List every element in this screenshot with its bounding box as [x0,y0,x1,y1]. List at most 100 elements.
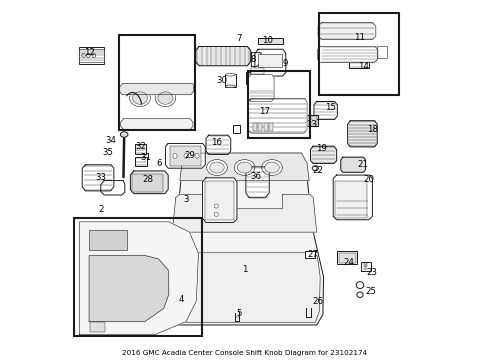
FancyBboxPatch shape [303,116,316,125]
Ellipse shape [248,76,252,78]
Text: 27: 27 [307,250,318,259]
Text: 31: 31 [140,153,151,162]
Text: 3: 3 [183,195,188,204]
Text: 6: 6 [157,159,162,168]
Text: 24: 24 [343,258,354,267]
Text: 10: 10 [262,36,272,45]
Polygon shape [180,153,308,181]
Ellipse shape [195,153,199,158]
FancyBboxPatch shape [360,262,370,271]
Text: 25: 25 [365,288,376,297]
Text: 18: 18 [366,125,377,134]
Text: 36: 36 [250,172,261,181]
Ellipse shape [206,159,227,175]
Text: 8: 8 [250,55,256,64]
FancyBboxPatch shape [305,251,314,258]
FancyBboxPatch shape [258,37,283,44]
Polygon shape [205,135,230,154]
Text: 33: 33 [96,173,106,182]
FancyBboxPatch shape [132,174,163,192]
FancyBboxPatch shape [225,74,235,87]
Ellipse shape [173,153,177,158]
Polygon shape [121,119,193,130]
Polygon shape [82,165,114,191]
Polygon shape [245,167,269,198]
Ellipse shape [209,162,224,173]
Ellipse shape [183,153,188,158]
Text: 35: 35 [102,148,114,157]
FancyBboxPatch shape [338,253,355,263]
Text: 23: 23 [365,268,376,277]
Polygon shape [101,181,124,195]
FancyBboxPatch shape [258,123,262,131]
Polygon shape [247,99,306,133]
FancyBboxPatch shape [169,146,201,166]
Polygon shape [310,146,336,163]
Polygon shape [202,178,237,222]
Ellipse shape [355,282,363,288]
FancyBboxPatch shape [302,115,317,126]
Polygon shape [313,102,337,120]
Ellipse shape [225,73,235,76]
Ellipse shape [307,118,312,122]
Text: 13: 13 [306,120,317,129]
Ellipse shape [214,204,218,208]
Ellipse shape [261,159,282,175]
Ellipse shape [86,53,90,58]
FancyBboxPatch shape [257,54,281,67]
Polygon shape [172,194,316,232]
Ellipse shape [264,162,279,173]
Ellipse shape [129,90,150,107]
Polygon shape [317,22,375,40]
Polygon shape [119,84,193,95]
Ellipse shape [132,92,147,104]
Polygon shape [130,171,168,194]
Polygon shape [89,256,168,321]
FancyBboxPatch shape [79,47,103,64]
Ellipse shape [363,263,366,265]
Ellipse shape [92,53,96,58]
FancyBboxPatch shape [79,49,103,62]
Ellipse shape [237,162,251,173]
Ellipse shape [248,80,252,82]
Text: 34: 34 [105,136,116,145]
Ellipse shape [81,53,85,58]
Polygon shape [332,175,372,220]
Ellipse shape [120,132,128,137]
Ellipse shape [363,268,366,269]
Polygon shape [165,143,205,168]
Ellipse shape [363,265,366,267]
Text: 15: 15 [325,103,336,112]
FancyBboxPatch shape [233,125,240,133]
Text: 32: 32 [135,142,146,151]
Text: 11: 11 [353,33,364,42]
Ellipse shape [214,212,218,216]
Text: 5: 5 [235,310,241,319]
Ellipse shape [312,166,318,171]
Polygon shape [347,121,376,147]
FancyBboxPatch shape [335,181,366,218]
Polygon shape [168,253,320,322]
Text: 2016 GMC Acadia Center Console Shift Knob Diagram for 23102174: 2016 GMC Acadia Center Console Shift Kno… [122,350,366,356]
Text: 9: 9 [282,59,287,68]
FancyBboxPatch shape [337,251,357,265]
FancyBboxPatch shape [89,230,127,250]
Ellipse shape [155,90,175,107]
Text: 17: 17 [259,107,269,116]
FancyBboxPatch shape [348,54,368,68]
Ellipse shape [234,159,254,175]
Text: 4: 4 [179,295,184,304]
Text: 29: 29 [183,151,195,160]
Text: 20: 20 [363,175,374,184]
Text: 1: 1 [241,265,247,274]
Text: 22: 22 [312,166,323,175]
Text: 2: 2 [98,205,103,214]
Ellipse shape [356,292,363,297]
Text: 30: 30 [216,76,227,85]
FancyBboxPatch shape [252,123,256,131]
Polygon shape [251,53,261,67]
Polygon shape [165,153,323,325]
FancyBboxPatch shape [250,68,264,74]
Ellipse shape [158,92,173,104]
FancyBboxPatch shape [263,123,267,131]
